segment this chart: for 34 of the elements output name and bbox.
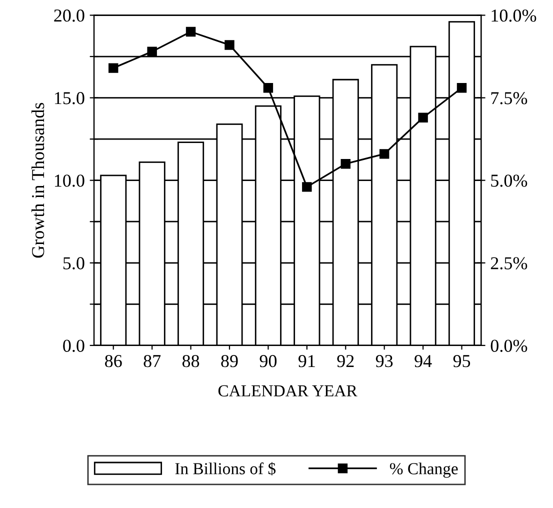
x-axis-title: CALENDAR YEAR [218, 385, 358, 396]
point [302, 182, 312, 192]
y-axis-title: Growth in Thousands [31, 102, 44, 258]
y-tick-label: 5.0 [63, 257, 84, 270]
legend-label: In Billions of $ [175, 462, 276, 476]
point [340, 158, 350, 169]
point [379, 149, 390, 159]
y-tick-label: 20.0 [54, 9, 84, 22]
point [147, 46, 157, 56]
y2-tick-label: 2.5% [490, 257, 528, 270]
y2-tick-label: 7.5% [491, 92, 528, 104]
y2-tick-label: 10.0% [492, 9, 536, 22]
y-tick-label: 15.0 [54, 92, 84, 104]
point [108, 63, 118, 73]
point [418, 112, 428, 122]
x-tick-label: 91 [298, 355, 315, 368]
legend-label: % Change [390, 462, 458, 478]
x-tick-label: 90 [260, 354, 277, 368]
point [224, 40, 234, 50]
y-tick-label: 10.0 [54, 174, 84, 187]
y2-tick-label: 0.0% [490, 340, 528, 352]
point [186, 26, 196, 37]
x-tick-label: 86 [105, 354, 122, 368]
x-tick-label: 94 [414, 355, 432, 368]
y-tick-label: 0.0 [63, 340, 84, 352]
x-tick-label: 87 [144, 354, 161, 368]
point [456, 83, 467, 93]
x-tick-label: 92 [337, 355, 354, 368]
point [263, 83, 274, 93]
y2-tick-label: 5.0% [491, 174, 528, 187]
x-tick-label: 95 [453, 355, 470, 368]
x-tick-label: 88 [182, 354, 200, 368]
x-tick-label: 93 [376, 355, 393, 368]
x-tick-label: 89 [221, 354, 238, 368]
